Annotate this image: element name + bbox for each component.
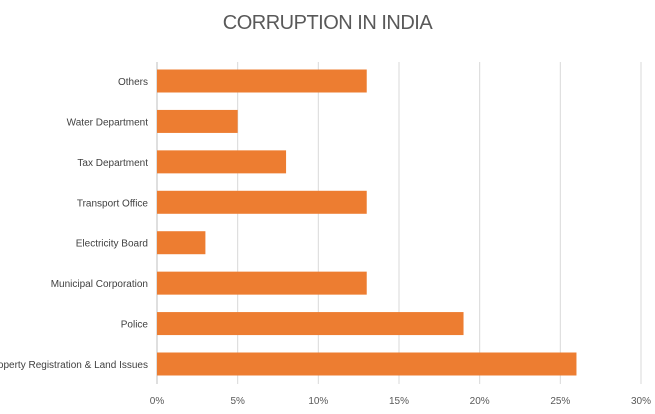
category-label: Others: [118, 77, 148, 88]
bar-police: [157, 312, 464, 336]
bar-water-department: [157, 109, 238, 133]
x-tick-label: 0%: [150, 396, 165, 407]
category-label: Water Department: [67, 117, 149, 128]
bar-municipal-corporation: [157, 271, 367, 295]
chart-title: CORRUPTION IN INDIA: [222, 12, 433, 34]
category-label: Property Registration & Land Issues: [0, 360, 148, 371]
bar-transport-office: [157, 190, 367, 214]
x-tick-label: 10%: [308, 396, 328, 407]
bar-property-registration-land-issues: [157, 352, 577, 376]
x-tick-label: 5%: [230, 396, 245, 407]
bar-electricity-board: [157, 231, 206, 255]
category-label: Police: [121, 320, 149, 331]
category-label: Tax Department: [77, 158, 148, 169]
x-tick-label: 30%: [631, 396, 651, 407]
bar-others: [157, 69, 367, 93]
bars: [157, 69, 577, 376]
x-tick-label: 15%: [389, 396, 409, 407]
category-label: Municipal Corporation: [51, 279, 148, 290]
bar-tax-department: [157, 150, 287, 174]
x-axis-tick-labels: 0% 5% 10% 15% 20% 25% 30%: [150, 396, 651, 407]
x-tick-label: 25%: [550, 396, 570, 407]
x-tick-label: 20%: [470, 396, 490, 407]
category-labels: Others Water Department Tax Department Tran…: [0, 77, 148, 371]
category-label: Electricity Board: [76, 239, 148, 250]
category-label: Transport Office: [77, 198, 149, 209]
